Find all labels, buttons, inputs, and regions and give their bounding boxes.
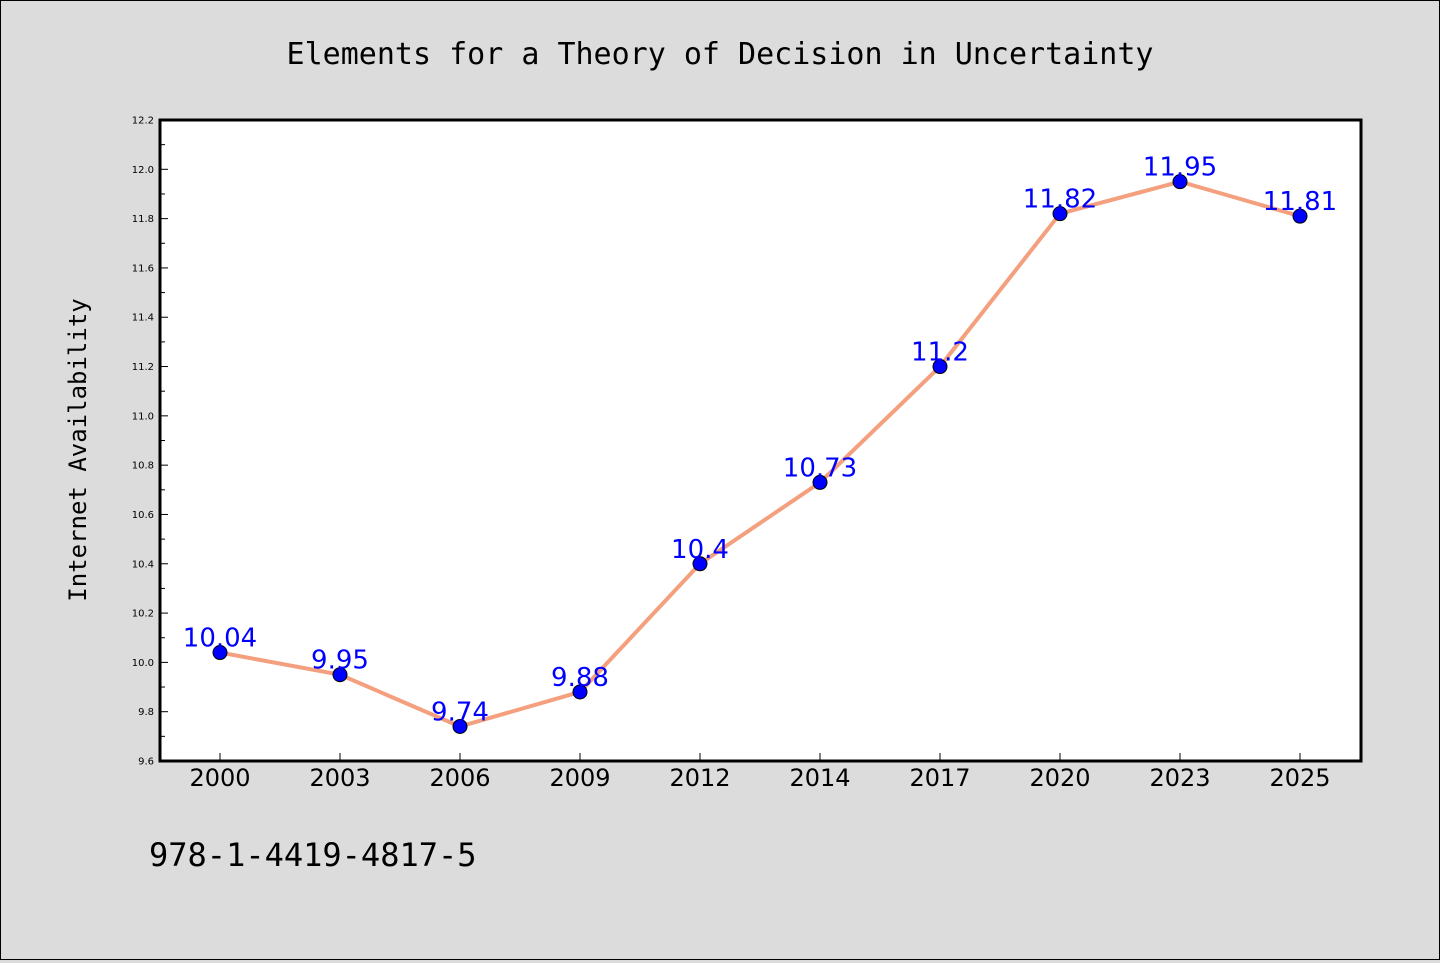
data-label: 9.74 xyxy=(431,697,489,727)
series-line xyxy=(218,179,1302,729)
data-point xyxy=(812,474,828,490)
y-tick-label: 10.2 xyxy=(132,609,154,620)
y-axis-label: Internet Availability xyxy=(64,298,92,601)
data-points xyxy=(212,174,1308,734)
data-point xyxy=(1052,206,1068,222)
data-point xyxy=(1172,174,1188,190)
x-axis-ticks: 2000 2003 2006 2009 2012 2014 2017 2020 2023 2025 xyxy=(189,753,1331,792)
data-label: 10.4 xyxy=(671,535,729,565)
data-point xyxy=(572,684,588,700)
data-label: 11.82 xyxy=(1023,185,1097,215)
data-label: 11.95 xyxy=(1143,153,1217,183)
x-tick-label: 2025 xyxy=(1269,764,1330,792)
plot-area xyxy=(158,118,1363,763)
y-axis-ticks: 9.6 9.8 10.0 10.2 10.4 10.6 10.8 11.0 11.2 11.4 11… xyxy=(132,116,168,768)
y-tick-label: 12.0 xyxy=(132,165,154,176)
data-point xyxy=(212,645,228,661)
footer-code: 978-1-4419-4817-5 xyxy=(149,836,477,874)
x-tick-label: 2014 xyxy=(789,764,850,792)
x-tick-label: 2012 xyxy=(669,764,730,792)
y-tick-label: 10.0 xyxy=(132,658,154,669)
data-point xyxy=(332,667,348,683)
y-tick-label: 9.8 xyxy=(138,707,154,718)
y-tick-label: 12.2 xyxy=(132,116,154,127)
y-tick-label: 10.8 xyxy=(132,461,154,472)
data-label: 9.88 xyxy=(551,663,609,693)
data-point xyxy=(932,359,948,375)
y-tick-label: 11.2 xyxy=(132,362,154,373)
data-label: 11.2 xyxy=(911,338,969,368)
x-tick-label: 2006 xyxy=(429,764,490,792)
chart-title: Elements for a Theory of Decision in Unc… xyxy=(287,37,1154,72)
data-point xyxy=(452,718,468,734)
data-point xyxy=(692,556,708,572)
data-point xyxy=(1292,208,1308,224)
data-label: 10.04 xyxy=(183,624,257,654)
y-tick-label: 9.6 xyxy=(138,757,154,768)
x-tick-label: 2023 xyxy=(1149,764,1210,792)
data-label: 11.81 xyxy=(1263,187,1337,217)
y-tick-label: 11.4 xyxy=(132,313,154,324)
y-tick-label: 11.0 xyxy=(132,411,154,422)
data-label: 9.95 xyxy=(311,646,369,676)
data-label: 10.73 xyxy=(783,453,857,483)
y-tick-label: 10.6 xyxy=(132,510,154,521)
y-tick-label: 10.4 xyxy=(132,559,154,570)
x-tick-label: 2003 xyxy=(309,764,370,792)
x-tick-label: 2020 xyxy=(1029,764,1090,792)
y-tick-label: 11.6 xyxy=(132,263,154,274)
x-tick-label: 2017 xyxy=(909,764,970,792)
y-tick-label: 11.8 xyxy=(132,214,154,225)
x-tick-label: 2009 xyxy=(549,764,610,792)
data-labels: 10.04 9.95 9.74 9.88 10.4 10.73 11.2 11.82 11.95… xyxy=(183,153,1337,728)
x-tick-label: 2000 xyxy=(189,764,250,792)
